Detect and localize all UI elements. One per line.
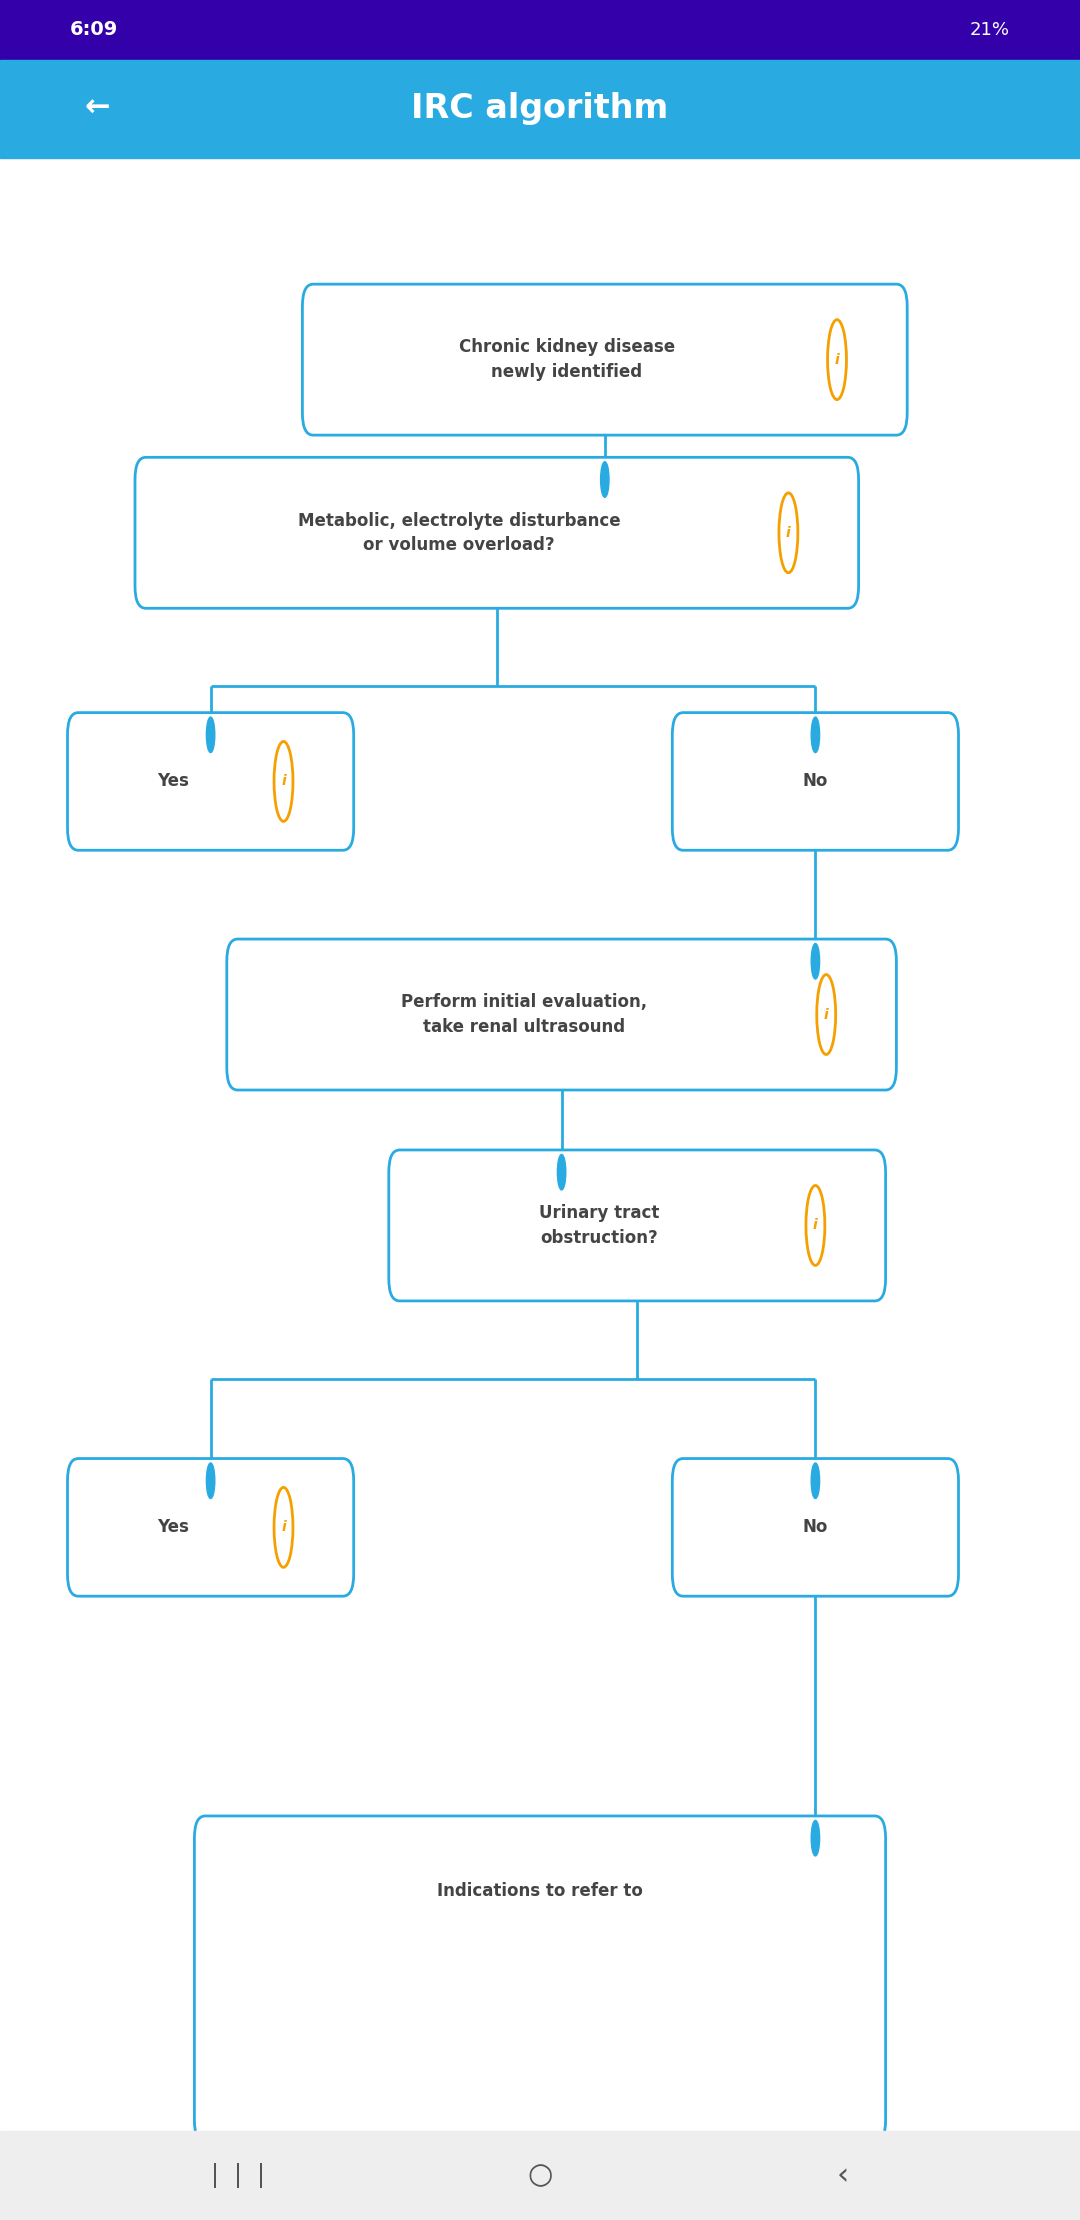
Text: 6:09: 6:09 — [70, 20, 119, 40]
Text: Indications to refer to: Indications to refer to — [437, 1883, 643, 1900]
Bar — [0, 2131, 1080, 2220]
Ellipse shape — [811, 1463, 820, 1498]
Text: ‹: ‹ — [836, 2160, 849, 2191]
Text: No: No — [802, 1518, 828, 1536]
Text: IRC algorithm: IRC algorithm — [411, 93, 669, 124]
Ellipse shape — [811, 717, 820, 753]
FancyBboxPatch shape — [194, 1816, 886, 2142]
Bar — [0, 0, 1080, 60]
FancyBboxPatch shape — [68, 1459, 354, 1596]
Text: i: i — [824, 1008, 828, 1021]
Text: ←: ← — [84, 93, 110, 124]
Ellipse shape — [206, 1463, 215, 1498]
Ellipse shape — [811, 1820, 820, 1856]
Text: Perform initial evaluation,
take renal ultrasound: Perform initial evaluation, take renal u… — [401, 992, 647, 1037]
Ellipse shape — [206, 717, 215, 753]
Text: i: i — [835, 353, 839, 366]
FancyBboxPatch shape — [672, 713, 959, 850]
Bar — [0, 60, 1080, 158]
FancyBboxPatch shape — [135, 457, 859, 608]
Ellipse shape — [600, 462, 609, 497]
Text: No: No — [802, 773, 828, 790]
Ellipse shape — [557, 1154, 566, 1190]
Text: i: i — [281, 1521, 286, 1534]
Text: Yes: Yes — [157, 773, 189, 790]
Text: 21%: 21% — [970, 20, 1010, 40]
FancyBboxPatch shape — [672, 1459, 959, 1596]
Text: Yes: Yes — [157, 1518, 189, 1536]
Text: Urinary tract
obstruction?: Urinary tract obstruction? — [539, 1203, 660, 1248]
Text: Chronic kidney disease
newly identified: Chronic kidney disease newly identified — [459, 337, 675, 382]
FancyBboxPatch shape — [389, 1150, 886, 1301]
FancyBboxPatch shape — [68, 713, 354, 850]
FancyBboxPatch shape — [227, 939, 896, 1090]
Text: i: i — [281, 775, 286, 788]
Text: i: i — [786, 526, 791, 539]
Text: Metabolic, electrolyte disturbance
or volume overload?: Metabolic, electrolyte disturbance or vo… — [298, 511, 620, 555]
FancyBboxPatch shape — [302, 284, 907, 435]
Text: ○: ○ — [527, 2162, 553, 2189]
Text: i: i — [813, 1219, 818, 1232]
Text: |  |  |: | | | — [211, 2162, 265, 2189]
Ellipse shape — [811, 944, 820, 979]
